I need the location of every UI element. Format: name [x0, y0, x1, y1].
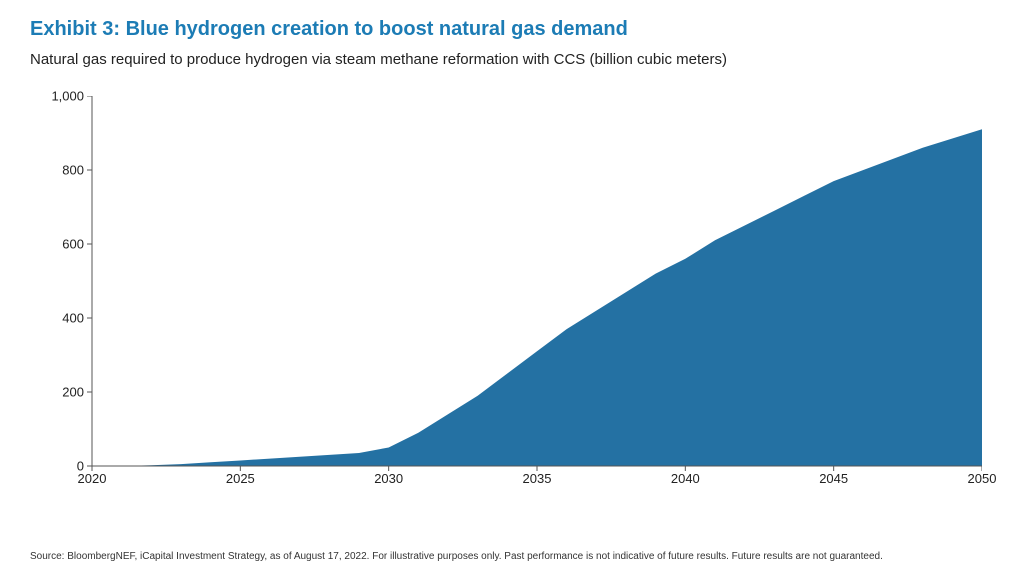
area-chart: 0 200 400 600 800 1,000 2020 2025 2030 2035 2040 2… [32, 86, 992, 506]
y-axis-labels: 02004006008001,000 [32, 96, 84, 466]
x-tick-label: 2040 [671, 471, 700, 486]
y-tick-label: 800 [32, 163, 84, 178]
x-tick-label: 2050 [968, 471, 997, 486]
y-tick-label: 0 [32, 459, 84, 474]
x-tick-label: 2035 [523, 471, 552, 486]
x-tick-label: 2020 [78, 471, 107, 486]
x-tick-label: 2025 [226, 471, 255, 486]
area-series [92, 129, 982, 466]
y-tick-label: 1,000 [32, 89, 84, 104]
y-tick-label: 600 [32, 237, 84, 252]
exhibit-title: Exhibit 3: Blue hydrogen creation to boo… [30, 18, 994, 41]
y-tick-label: 200 [32, 385, 84, 400]
x-tick-label: 2030 [374, 471, 403, 486]
x-axis-labels: 2020202520302035204020452050 [92, 471, 982, 491]
plot-area [92, 96, 982, 466]
exhibit-subtitle: Natural gas required to produce hydrogen… [30, 51, 994, 68]
area-svg [86, 96, 982, 472]
source-note: Source: BloombergNEF, iCapital Investmen… [30, 551, 994, 562]
x-tick-label: 2045 [819, 471, 848, 486]
y-tick-label: 400 [32, 311, 84, 326]
